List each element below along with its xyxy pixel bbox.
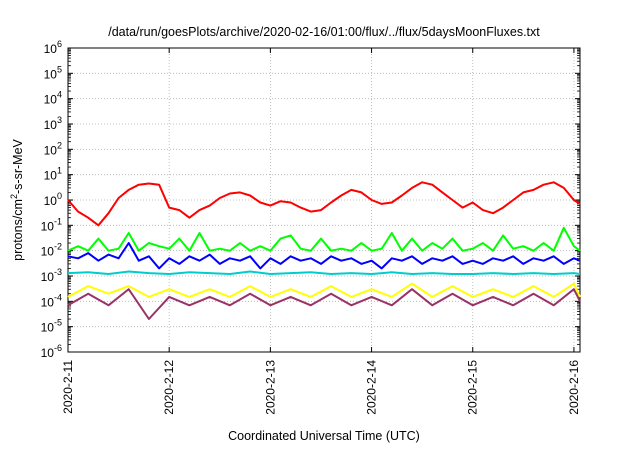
y-tick-label: 100 xyxy=(44,191,62,208)
series-line-1 xyxy=(67,181,581,227)
y-tick-label: 106 xyxy=(44,39,62,56)
y-axis-label-rest: -s-sr-MeV xyxy=(11,138,25,194)
y-tick-label: 103 xyxy=(44,115,62,132)
chart-title: /data/run/goesPlots/archive/2020-02-16/0… xyxy=(108,25,540,39)
x-tick-label: 2020-2-14 xyxy=(365,360,379,415)
x-tick-label: 2020-2-15 xyxy=(466,360,480,415)
y-tick-label: 104 xyxy=(44,90,62,107)
x-tick-label: 2020-2-16 xyxy=(567,360,581,415)
x-tick-label: 2020-2-13 xyxy=(263,360,277,415)
x-axis: 2020-2-11 2020-2-12 2020-2-13 2020-2-14 2020… xyxy=(61,48,581,415)
series-line-6 xyxy=(67,288,581,320)
series-line-2 xyxy=(67,226,581,252)
x-tick-label: 2020-2-11 xyxy=(61,360,75,414)
y-tick-label: 10-6 xyxy=(41,343,62,360)
y-axis-label: protons/cm2-s-sr-MeV xyxy=(9,138,25,260)
y-axis-label-sup: 2 xyxy=(9,194,19,199)
x-axis-label: Coordinated Universal Time (UTC) xyxy=(228,429,420,443)
grid xyxy=(67,48,580,352)
series-line-3 xyxy=(67,242,581,270)
y-tick-label: 10-4 xyxy=(41,292,62,309)
series-group xyxy=(67,181,581,320)
x-tick-label: 2020-2-12 xyxy=(162,360,176,415)
series-line-4 xyxy=(67,270,581,275)
series-line-5 xyxy=(67,282,581,298)
y-tick-label: 10-5 xyxy=(41,318,62,335)
y-tick-label: 10-2 xyxy=(41,242,62,259)
y-axis-label-main: protons/cm xyxy=(11,199,25,261)
y-tick-label: 10-3 xyxy=(41,267,62,284)
y-axis: 10-6 10-5 10-4 10-3 10-2 10-1 100 101 102 103 104 1… xyxy=(41,39,580,360)
y-tick-label: 102 xyxy=(44,140,62,157)
y-tick-label: 10-1 xyxy=(41,216,62,233)
y-tick-label: 105 xyxy=(44,64,62,81)
y-tick-label: 101 xyxy=(44,166,62,183)
